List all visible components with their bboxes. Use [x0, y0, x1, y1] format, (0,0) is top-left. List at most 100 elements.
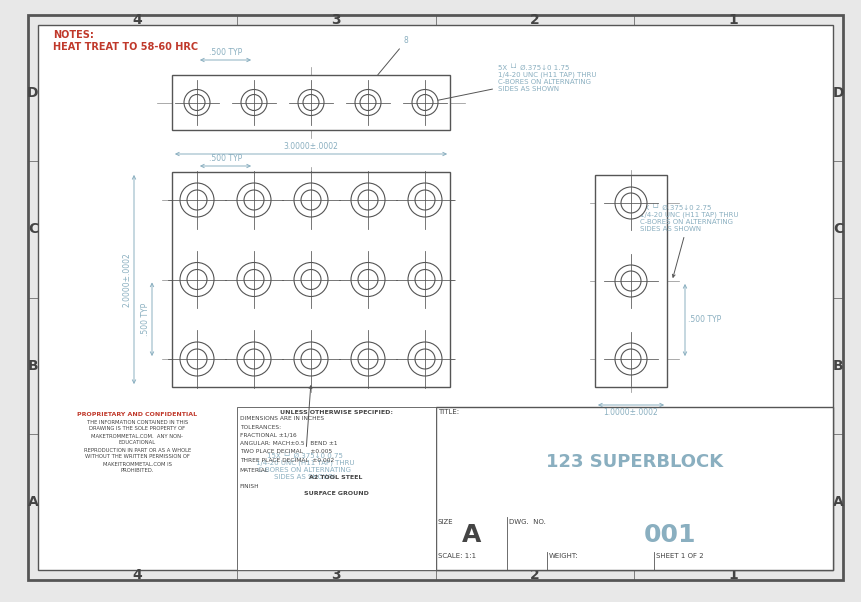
Circle shape [358, 190, 378, 210]
Text: 4: 4 [133, 13, 142, 27]
Circle shape [244, 349, 264, 369]
Circle shape [351, 342, 385, 376]
Circle shape [301, 190, 321, 210]
Text: A: A [28, 495, 39, 509]
Circle shape [358, 270, 378, 290]
Text: A: A [461, 523, 481, 547]
Text: C: C [833, 222, 843, 237]
Text: EDUCATIONAL: EDUCATIONAL [119, 441, 156, 445]
Text: SHEET 1 OF 2: SHEET 1 OF 2 [656, 553, 703, 559]
Text: TOLERANCES:: TOLERANCES: [239, 424, 281, 430]
Text: 123 SUPERBLOCK: 123 SUPERBLOCK [546, 453, 723, 471]
Text: SURFACE GROUND: SURFACE GROUND [304, 491, 369, 495]
Circle shape [351, 183, 385, 217]
Text: 2.0000±.0002: 2.0000±.0002 [122, 252, 131, 307]
Circle shape [301, 270, 321, 290]
Bar [237, 406, 436, 570]
Circle shape [298, 90, 324, 116]
Text: 1.0000±.0002: 1.0000±.0002 [604, 408, 659, 417]
Circle shape [621, 349, 641, 369]
Text: WITHOUT THE WRITTEN PERMISSION OF: WITHOUT THE WRITTEN PERMISSION OF [85, 455, 189, 459]
Text: B: B [833, 359, 843, 373]
Text: SCALE: 1:1: SCALE: 1:1 [437, 553, 475, 559]
Text: PROHIBITED.: PROHIBITED. [121, 468, 154, 474]
Circle shape [237, 342, 271, 376]
Text: DRAWING IS THE SOLE PROPERTY OF: DRAWING IS THE SOLE PROPERTY OF [90, 426, 185, 432]
Circle shape [415, 190, 435, 210]
Circle shape [615, 265, 647, 297]
Text: 001: 001 [644, 523, 697, 547]
Circle shape [615, 187, 647, 219]
Circle shape [246, 95, 262, 111]
Text: TITLE:: TITLE: [438, 409, 460, 415]
Circle shape [355, 90, 381, 116]
Circle shape [358, 349, 378, 369]
Circle shape [244, 270, 264, 290]
Circle shape [408, 342, 442, 376]
Text: PROPRIETARY AND CONFIDENTIAL: PROPRIETARY AND CONFIDENTIAL [77, 412, 197, 417]
Text: .500 TYP: .500 TYP [688, 315, 722, 324]
Text: 5X └┘ Ø.375↓0 1.75
1/4-20 UNC (H11 TAP) THRU
C-BORES ON ALTERNATING
SIDES AS SHO: 5X └┘ Ø.375↓0 1.75 1/4-20 UNC (H11 TAP) … [430, 64, 597, 102]
Text: MAKEITROMMETAL.COM IS: MAKEITROMMETAL.COM IS [102, 462, 172, 467]
Text: A2 TOOL STEEL: A2 TOOL STEEL [309, 475, 362, 480]
Text: MAKETROMMETAL.COM.  ANY NON-: MAKETROMMETAL.COM. ANY NON- [91, 433, 183, 438]
Text: THE INFORMATION CONTAINED IN THIS: THE INFORMATION CONTAINED IN THIS [87, 420, 188, 424]
Circle shape [294, 342, 328, 376]
Circle shape [615, 343, 647, 375]
Circle shape [244, 190, 264, 210]
Text: TWO PLACE DECIMAL    ±0.005: TWO PLACE DECIMAL ±0.005 [239, 449, 332, 455]
Circle shape [241, 90, 267, 116]
Bar [595, 175, 667, 387]
Circle shape [237, 262, 271, 297]
Circle shape [412, 90, 438, 116]
Circle shape [187, 270, 207, 290]
Text: .500 TYP: .500 TYP [141, 303, 150, 336]
Text: SIZE: SIZE [437, 519, 453, 525]
Text: 1: 1 [728, 568, 739, 582]
Circle shape [360, 95, 376, 111]
Bar [172, 75, 450, 130]
Text: FINISH: FINISH [239, 483, 259, 489]
Text: WEIGHT:: WEIGHT: [548, 553, 579, 559]
Circle shape [303, 95, 319, 111]
Circle shape [408, 183, 442, 217]
Text: 15X └┘ Ø.375↓0 0.75
1/4-20 UNC (H11 TAP) THRU
C-BORES ON ALTERNATING
SIDES AS SH: 15X └┘ Ø.375↓0 0.75 1/4-20 UNC (H11 TAP)… [256, 386, 354, 480]
Circle shape [187, 349, 207, 369]
Circle shape [417, 95, 433, 111]
Text: 3: 3 [331, 13, 341, 27]
Text: D: D [28, 86, 39, 100]
Circle shape [180, 183, 214, 217]
Text: ANGULAR: MACH±0.5   BEND ±1: ANGULAR: MACH±0.5 BEND ±1 [239, 441, 338, 446]
Text: D: D [833, 86, 844, 100]
Text: NOTES:: NOTES: [53, 30, 94, 40]
Text: 4: 4 [133, 568, 142, 582]
Circle shape [180, 342, 214, 376]
Circle shape [294, 262, 328, 297]
Text: THREE PLACE DECIMAL  ±0.002: THREE PLACE DECIMAL ±0.002 [239, 458, 334, 462]
Circle shape [294, 183, 328, 217]
Circle shape [184, 90, 210, 116]
Text: DIMENSIONS ARE IN INCHES: DIMENSIONS ARE IN INCHES [239, 417, 324, 421]
Text: MATERIAL: MATERIAL [239, 468, 269, 473]
Text: A: A [833, 495, 844, 509]
Text: 3X └┘ Ø.375↓0 2.75
1/4-20 UNC (H11 TAP) THRU
C-BORES ON ALTERNATING
SIDES AS SHO: 3X └┘ Ø.375↓0 2.75 1/4-20 UNC (H11 TAP) … [640, 203, 739, 278]
Circle shape [187, 190, 207, 210]
Text: C: C [28, 222, 38, 237]
Circle shape [301, 349, 321, 369]
Bar [436, 406, 833, 570]
Text: 8: 8 [378, 36, 409, 75]
Circle shape [351, 262, 385, 297]
Text: 2: 2 [530, 13, 540, 27]
Text: DWG.  NO.: DWG. NO. [509, 519, 546, 525]
Bar [172, 172, 450, 387]
Text: FRACTIONAL ±1/16: FRACTIONAL ±1/16 [239, 433, 296, 438]
Text: HEAT TREAT TO 58-60 HRC: HEAT TREAT TO 58-60 HRC [53, 42, 198, 52]
Text: .500 TYP: .500 TYP [209, 154, 242, 163]
Text: REPRODUCTION IN PART OR AS A WHOLE: REPRODUCTION IN PART OR AS A WHOLE [84, 447, 191, 453]
Text: UNLESS OTHERWISE SPECIFIED:: UNLESS OTHERWISE SPECIFIED: [280, 409, 393, 415]
Circle shape [415, 270, 435, 290]
Text: 3.0000±.0002: 3.0000±.0002 [283, 142, 338, 151]
Circle shape [621, 193, 641, 213]
Circle shape [415, 349, 435, 369]
Text: B: B [28, 359, 38, 373]
